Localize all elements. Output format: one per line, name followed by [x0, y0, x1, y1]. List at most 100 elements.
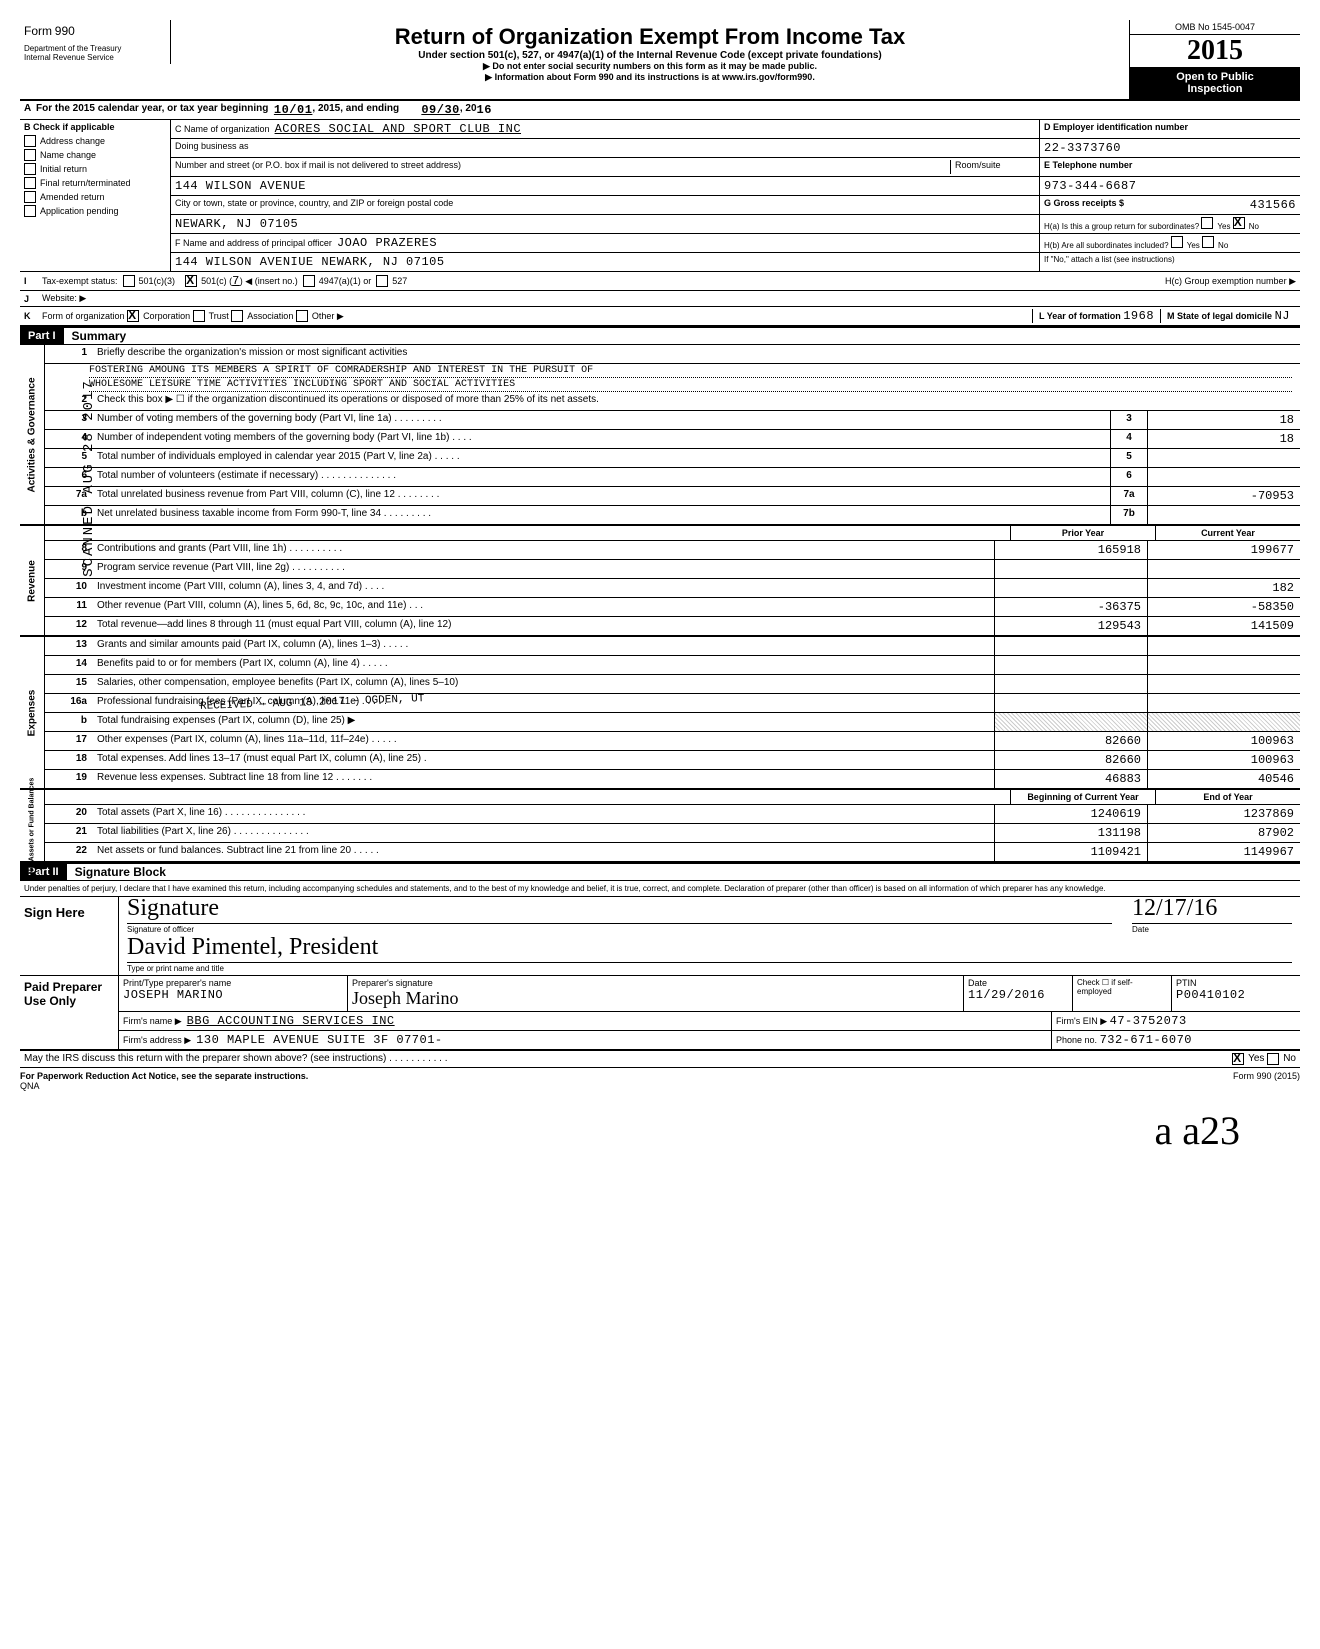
- ha-yes[interactable]: [1201, 217, 1213, 229]
- state-domicile: NJ: [1275, 309, 1290, 323]
- l-label: L Year of formation: [1039, 311, 1121, 321]
- cb-501c[interactable]: [185, 275, 197, 287]
- cb-501c3[interactable]: [123, 275, 135, 287]
- prep-sig-label: Preparer's signature: [352, 978, 959, 988]
- col-eoy: End of Year: [1155, 790, 1300, 804]
- officer-printed-name[interactable]: David Pimentel, President: [127, 938, 1292, 963]
- part-ii-badge: Part II: [20, 864, 67, 880]
- cb-label-pending: Application pending: [40, 206, 119, 216]
- firm-phone: 732-671-6070: [1100, 1033, 1192, 1047]
- officer-signature[interactable]: Signature: [127, 899, 1112, 924]
- line-9-current: [1147, 560, 1300, 578]
- h-note: If "No," attach a list (see instructions…: [1040, 253, 1300, 271]
- phone-value: 973-344-6687: [1044, 179, 1136, 193]
- prep-self-employed[interactable]: Check ☐ if self-employed: [1073, 976, 1172, 1011]
- cb-final-return[interactable]: Final return/terminated: [20, 176, 170, 190]
- officer-addr: 144 WILSON AVENIUE NEWARK, NJ 07105: [175, 255, 445, 269]
- cb-app-pending[interactable]: Application pending: [20, 204, 170, 218]
- perjury-text: Under penalties of perjury, I declare th…: [20, 881, 1300, 896]
- side-net-assets: Net Assets or Fund Balances: [29, 777, 36, 874]
- col-current-year: Current Year: [1155, 526, 1300, 540]
- mission-line-1: FOSTERING AMOUNG ITS MEMBERS A SPIRIT OF…: [89, 364, 1292, 378]
- discuss-row: May the IRS discuss this return with the…: [20, 1051, 1300, 1068]
- cb-amended[interactable]: Amended return: [20, 190, 170, 204]
- line-16b-current: [1147, 713, 1300, 731]
- line-22-desc: Net assets or fund balances. Subtract li…: [93, 843, 994, 861]
- discuss-yes[interactable]: [1232, 1053, 1244, 1065]
- line-20-num: 20: [45, 805, 93, 823]
- cb-label-amended: Amended return: [40, 192, 105, 202]
- discuss-no[interactable]: [1267, 1053, 1279, 1065]
- ha-label: H(a) Is this a group return for subordin…: [1044, 222, 1199, 231]
- prep-date-label: Date: [968, 978, 1068, 988]
- prep-signature: Joseph Marino: [352, 988, 959, 1009]
- line-4-box: 4: [1110, 430, 1147, 448]
- cb-trust[interactable]: [193, 310, 205, 322]
- cb-4947[interactable]: [303, 275, 315, 287]
- ha-no[interactable]: [1233, 217, 1245, 229]
- part-ii-header-row: Part II Signature Block: [20, 863, 1300, 881]
- label-b: B: [24, 122, 31, 132]
- line-14-desc: Benefits paid to or for members (Part IX…: [93, 656, 994, 674]
- city-label: City or town, state or province, country…: [175, 198, 453, 208]
- year-formation: 1968: [1123, 309, 1154, 323]
- part-i-badge: Part I: [20, 328, 64, 344]
- sign-date[interactable]: 12/17/16: [1132, 899, 1292, 924]
- firm-ein: 47-3752073: [1110, 1014, 1187, 1028]
- discuss-text: May the IRS discuss this return with the…: [24, 1053, 1232, 1065]
- line-16b-prior: [994, 713, 1147, 731]
- line-9-prior: [994, 560, 1147, 578]
- hb-yes[interactable]: [1171, 236, 1183, 248]
- gross-value: 431566: [1250, 198, 1296, 212]
- side-expenses: Expenses: [27, 689, 38, 736]
- cb-address-change[interactable]: Address change: [20, 134, 170, 148]
- line-17-current: 100963: [1147, 732, 1300, 750]
- line-12-desc: Total revenue—add lines 8 through 11 (mu…: [93, 617, 994, 635]
- label-a: A: [24, 103, 36, 117]
- line-22-boy: 1109421: [994, 843, 1147, 861]
- org-name: ACORES SOCIAL AND SPORT CLUB INC: [275, 122, 521, 136]
- line-12-prior: 129543: [994, 617, 1147, 635]
- phone-label: E Telephone number: [1040, 158, 1300, 177]
- page-footer: For Paperwork Reduction Act Notice, see …: [20, 1068, 1300, 1094]
- cb-527[interactable]: [376, 275, 388, 287]
- label-501c3: 501(c)(3): [139, 276, 176, 286]
- cb-name-change[interactable]: Name change: [20, 148, 170, 162]
- line-4-val: 18: [1147, 430, 1300, 448]
- line-14-num: 14: [45, 656, 93, 674]
- date-label: Date: [1132, 924, 1292, 934]
- row-i-tax-exempt: I Tax-exempt status: 501(c)(3) 501(c) ( …: [20, 272, 1300, 291]
- line-17-num: 17: [45, 732, 93, 750]
- firm-ein-label: Firm's EIN ▶: [1056, 1016, 1107, 1026]
- line-3-desc: Number of voting members of the governin…: [93, 411, 1110, 429]
- firm-addr: 130 MAPLE AVENUE SUITE 3F 07701-: [196, 1033, 442, 1047]
- tax-year-end: 09/30: [421, 103, 460, 117]
- label-trust: Trust: [209, 311, 229, 321]
- line-11-prior: -36375: [994, 598, 1147, 616]
- part-i-header-row: Part I Summary: [20, 327, 1300, 345]
- side-activities: Activities & Governance: [27, 377, 38, 492]
- cb-initial-return[interactable]: Initial return: [20, 162, 170, 176]
- line-11-current: -58350: [1147, 598, 1300, 616]
- col-c-org-info: C Name of organization ACORES SOCIAL AND…: [171, 120, 1040, 271]
- line-8-current: 199677: [1147, 541, 1300, 559]
- dba-label: Doing business as: [175, 141, 249, 151]
- line-18-num: 18: [45, 751, 93, 769]
- line-5-desc: Total number of individuals employed in …: [93, 449, 1110, 467]
- hb-no-label: No: [1218, 241, 1228, 250]
- part-i-title: Summary: [64, 329, 127, 343]
- line-1-desc: Briefly describe the organization's miss…: [93, 345, 1300, 363]
- tax-year-begin: 10/01: [274, 103, 313, 117]
- form-warning: ▶ Do not enter social security numbers o…: [179, 61, 1121, 72]
- 501c-number: 7: [232, 274, 240, 288]
- line-4-desc: Number of independent voting members of …: [93, 430, 1110, 448]
- cb-other[interactable]: [296, 310, 308, 322]
- cb-assoc[interactable]: [231, 310, 243, 322]
- footer-right: Form 990 (2015): [1233, 1071, 1300, 1091]
- line-13-prior: [994, 637, 1147, 655]
- section-activities: Activities & Governance 1Briefly describ…: [20, 345, 1300, 526]
- ha-no-label: No: [1249, 222, 1259, 231]
- label-corp: Corporation: [143, 311, 190, 321]
- cb-corp[interactable]: [127, 310, 139, 322]
- hb-no[interactable]: [1202, 236, 1214, 248]
